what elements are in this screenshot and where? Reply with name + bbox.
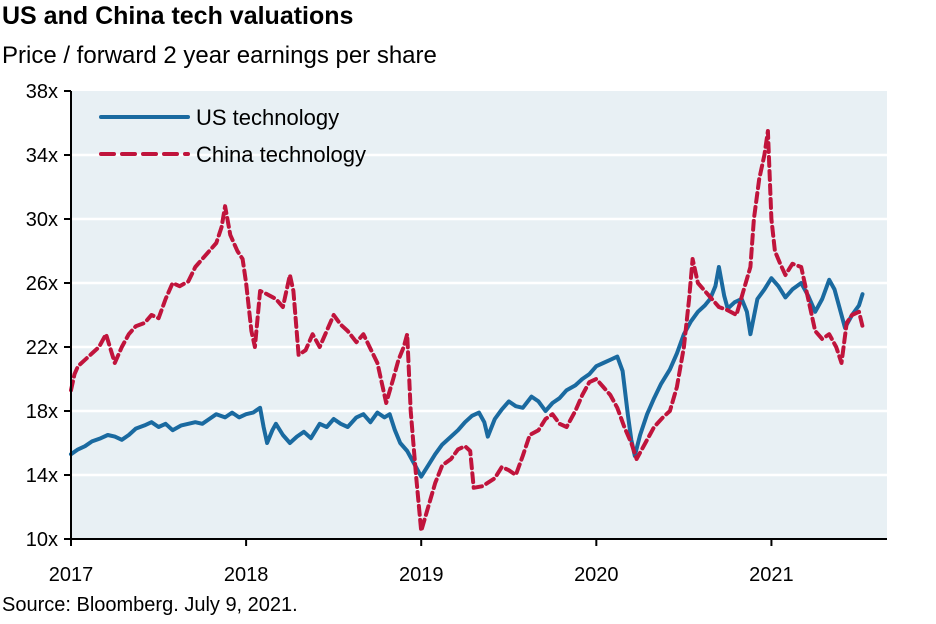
y-tick-label: 30x	[26, 209, 58, 231]
y-tick-label: 38x	[26, 81, 58, 103]
axes	[70, 91, 887, 540]
legend: US technology China technology	[99, 105, 366, 167]
line-chart: 10x 14x 18x 22x 26x 30x 34x 38x 2017 2018 2019 202…	[26, 81, 887, 586]
x-tick-label: 2018	[224, 564, 269, 586]
y-axis-ticks: 10x 14x 18x 22x 26x 30x 34x 38x	[26, 81, 71, 551]
legend-china-label: China technology	[196, 142, 366, 167]
series-group	[69, 129, 865, 533]
y-tick-label: 10x	[26, 529, 58, 551]
x-axis-ticks: 2017 2018 2019 2020 2021	[49, 539, 794, 586]
y-tick-label: 22x	[26, 337, 58, 359]
series-line-us-technology	[69, 265, 865, 479]
plot-background	[71, 91, 887, 539]
y-tick-label: 18x	[26, 401, 58, 423]
x-tick-label: 2020	[574, 564, 619, 586]
chart-subtitle: Price / forward 2 year earnings per shar…	[2, 42, 437, 69]
y-tick-label: 34x	[26, 145, 58, 167]
chart-title: US and China tech valuations	[2, 2, 354, 30]
x-tick-label: 2017	[49, 564, 94, 586]
y-tick-label: 26x	[26, 273, 58, 295]
x-tick-label: 2021	[749, 564, 794, 586]
y-tick-label: 14x	[26, 465, 58, 487]
gridlines	[71, 153, 887, 477]
legend-us-label: US technology	[196, 105, 339, 130]
x-tick-label: 2019	[399, 564, 444, 586]
series-line-china-technology	[69, 129, 865, 533]
source-note: Source: Bloomberg. July 9, 2021.	[2, 594, 298, 616]
